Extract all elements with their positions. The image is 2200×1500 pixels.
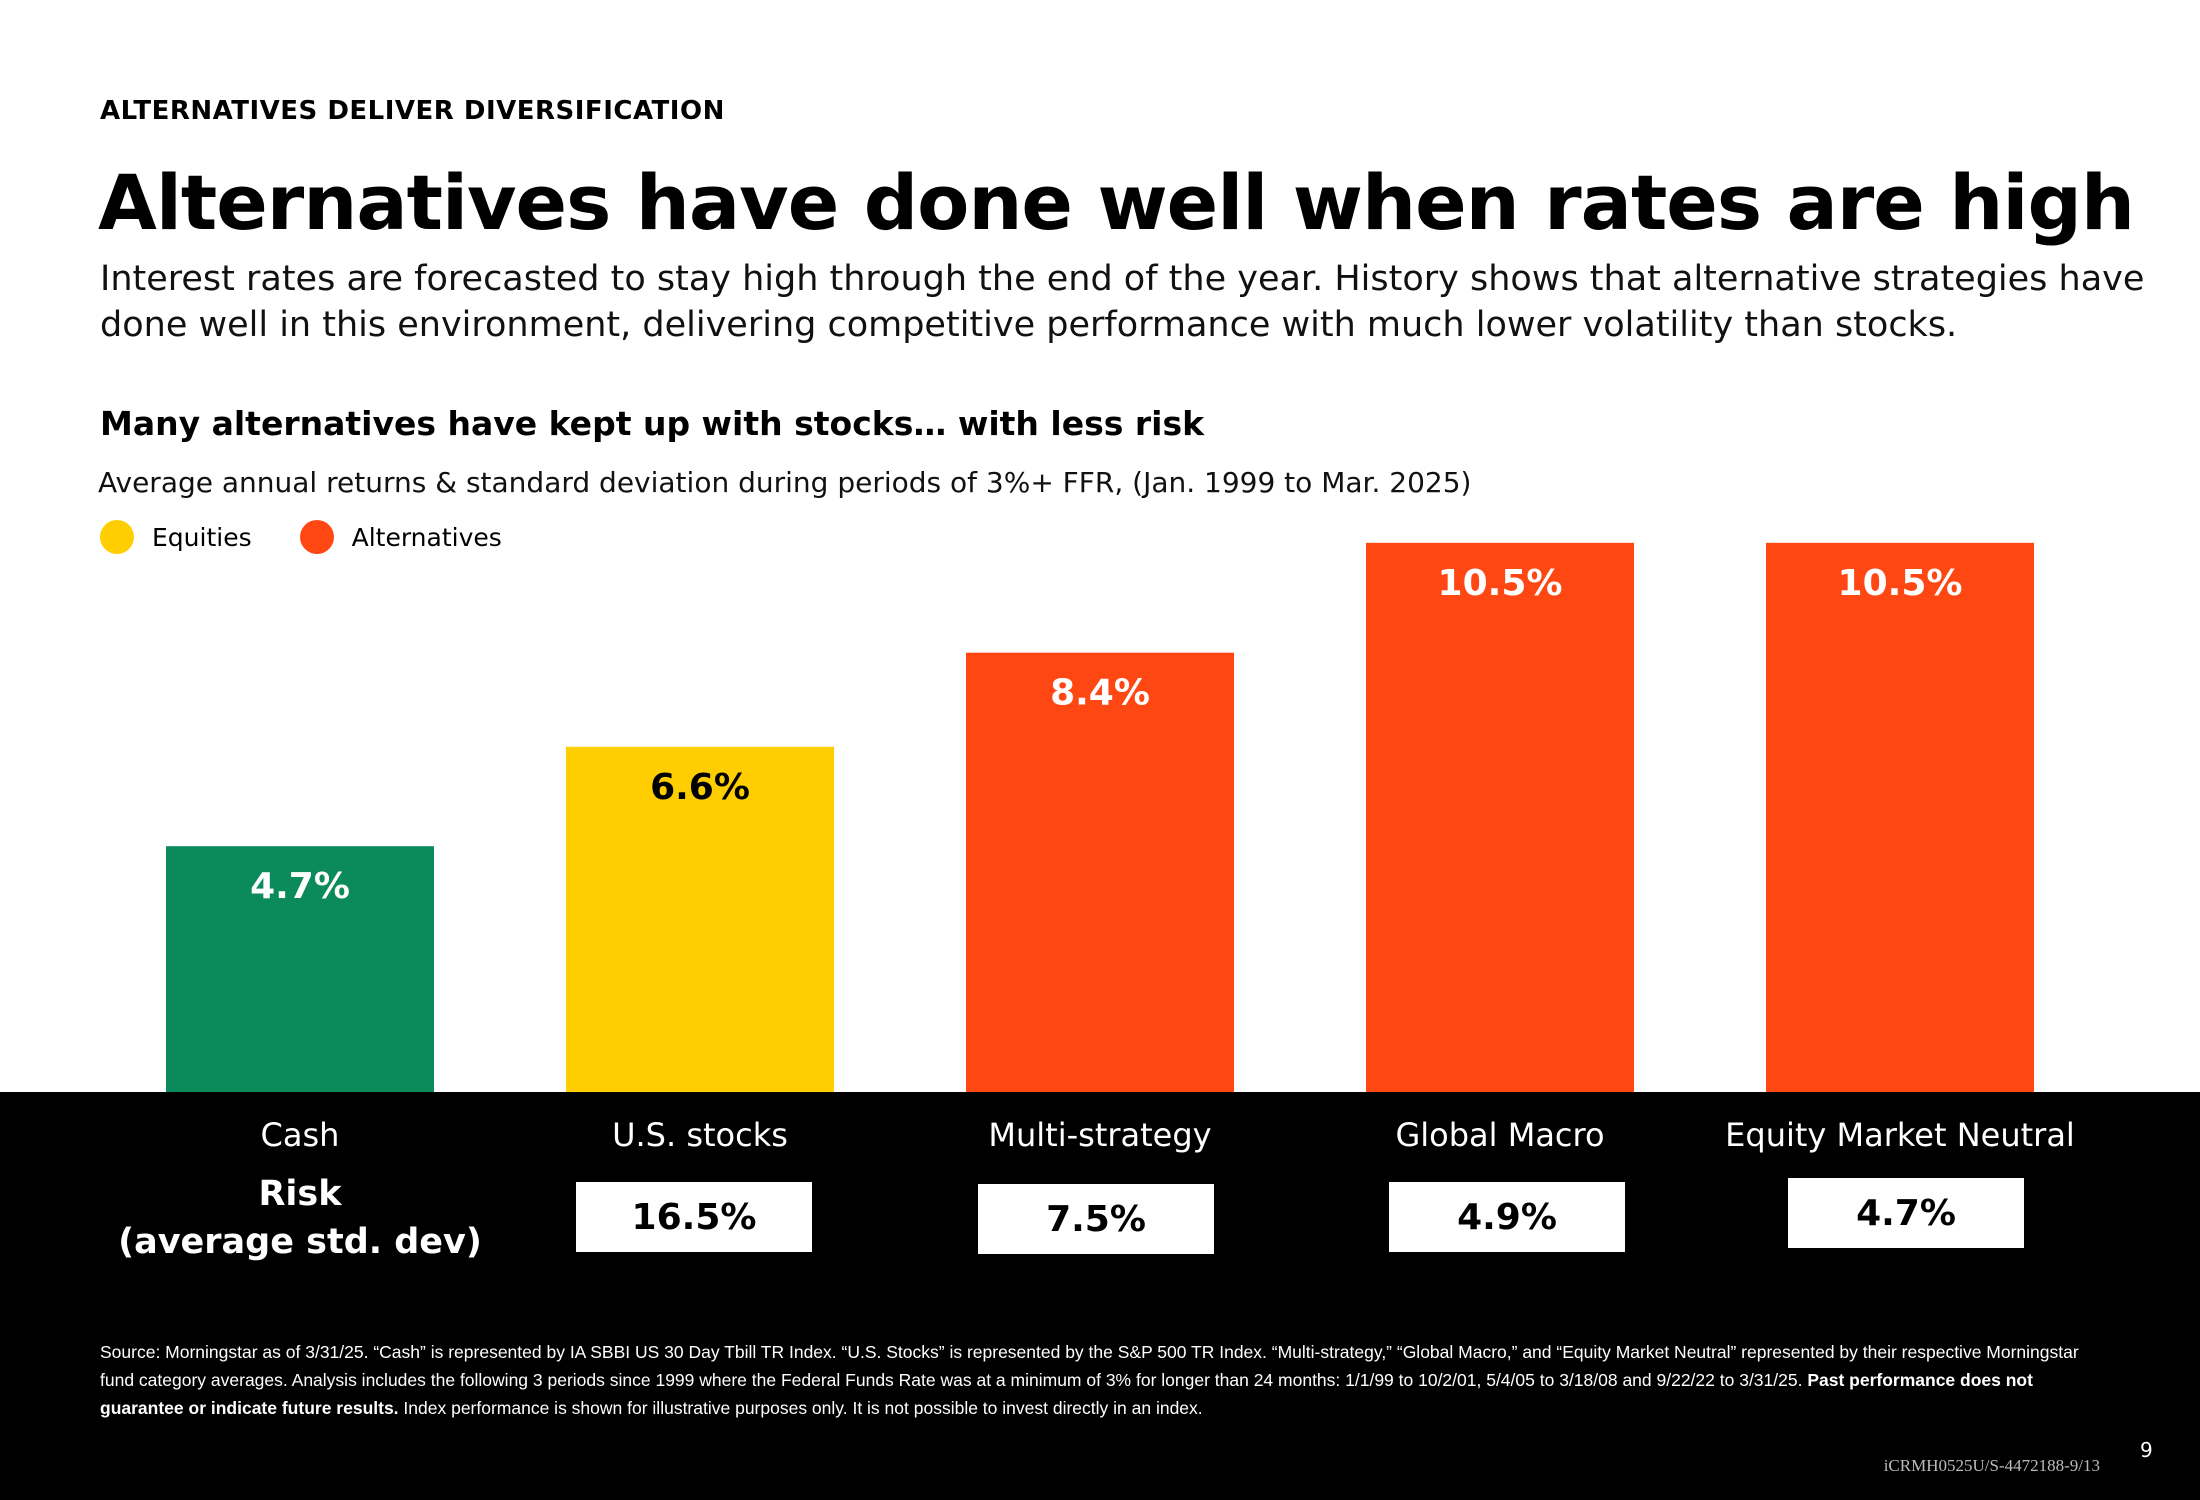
- risk-label: Risk (average std. dev): [100, 1170, 500, 1266]
- legend-swatch-equities: [100, 520, 134, 554]
- risk-label-line2: (average std. dev): [118, 1222, 482, 1262]
- risk-value-us-stocks: 16.5%: [576, 1182, 812, 1252]
- risk-band: [0, 1092, 2200, 1500]
- data-label-equity-market-neutral: 10.5%: [1838, 563, 1963, 604]
- bar-cash: [166, 846, 434, 1092]
- page-number: 9: [2140, 1438, 2153, 1462]
- legend-label-alternatives: Alternatives: [351, 522, 502, 552]
- legend-label-equities: Equities: [152, 522, 252, 552]
- document-code: iCRMH0525U/S-4472188-9/13: [1883, 1456, 2100, 1475]
- risk-label-line1: Risk: [258, 1174, 342, 1214]
- category-label-equity-market-neutral: Equity Market Neutral: [1725, 1116, 2075, 1154]
- legend: Equities Alternatives: [100, 520, 550, 554]
- footnote-text: Source: Morningstar as of 3/31/25. “Cash…: [100, 1342, 2079, 1390]
- legend-swatch-alternatives: [299, 520, 334, 554]
- eyebrow: ALTERNATIVES DELIVER DIVERSIFICATION: [100, 96, 725, 126]
- bar-multi-strategy: [966, 652, 1234, 1092]
- data-label-multi-strategy: 8.4%: [1050, 673, 1150, 714]
- risk-value-multi-strategy: 7.5%: [978, 1184, 1214, 1254]
- data-label-u-s-stocks: 6.6%: [650, 767, 750, 808]
- bar-global-macro: [1366, 542, 1634, 1092]
- category-label-cash: Cash: [261, 1116, 340, 1154]
- category-label-u-s-stocks: U.S. stocks: [612, 1116, 788, 1154]
- headline: Alternatives have done well when rates a…: [98, 158, 2135, 247]
- chart-title: Average annual returns & standard deviat…: [98, 466, 1472, 499]
- intro-text: Interest rates are forecasted to stay hi…: [100, 259, 2145, 345]
- footnote-tail: Index performance is shown for illustrat…: [398, 1398, 1203, 1418]
- bar-equity-market-neutral: [1766, 542, 2034, 1092]
- risk-value-global-macro: 4.9%: [1389, 1182, 1625, 1252]
- chart-subhead: Many alternatives have kept up with stoc…: [100, 404, 1205, 443]
- legend-item-alternatives: Alternatives: [299, 520, 502, 554]
- category-label-multi-strategy: Multi-strategy: [988, 1116, 1211, 1154]
- data-label-cash: 4.7%: [250, 866, 350, 907]
- footnote-disclaimer: Past performance does not guarantee or i…: [100, 1370, 2033, 1418]
- source-footnote: Source: Morningstar as of 3/31/25. “Cash…: [100, 1338, 2100, 1422]
- data-label-global-macro: 10.5%: [1438, 563, 1563, 604]
- category-label-global-macro: Global Macro: [1395, 1116, 1604, 1154]
- risk-value-equity-market-neutral: 4.7%: [1788, 1178, 2024, 1248]
- bar-u-s-stocks: [566, 746, 834, 1092]
- legend-item-equities: Equities: [100, 520, 252, 554]
